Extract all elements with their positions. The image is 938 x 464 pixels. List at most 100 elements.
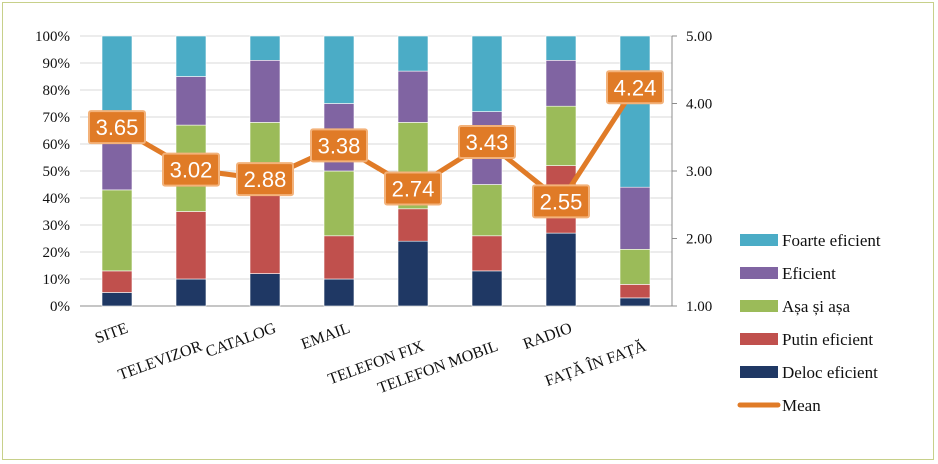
mean-label-box (310, 128, 368, 163)
mean-label-box (88, 110, 146, 145)
bar-segment (175, 278, 207, 307)
bar-segment (397, 208, 429, 242)
bar-segment (323, 170, 355, 237)
legend-label: Foarte eficient (782, 231, 881, 250)
bar-segment (619, 186, 651, 250)
left-tick-label: 30% (43, 218, 71, 234)
mean-label-text: 2.74 (392, 177, 435, 202)
bar-segment (175, 211, 207, 280)
mean-label: 4.24 (606, 70, 664, 105)
mean-label: 3.02 (162, 152, 220, 187)
left-tick-label: 40% (43, 191, 71, 207)
mean-label: 2.74 (384, 171, 442, 206)
left-tick-label: 10% (43, 272, 71, 288)
mean-label-text: 2.88 (244, 167, 287, 192)
mean-label-box (458, 124, 516, 159)
bar-segment (545, 232, 577, 307)
bar-segment (249, 273, 281, 307)
category-label: RADIO (521, 320, 574, 353)
mean-label-text: 2.55 (540, 189, 583, 214)
left-tick-label: 60% (43, 137, 71, 153)
bar-segment (397, 35, 429, 72)
bar-segment (397, 240, 429, 307)
legend-entry: Deloc eficient (740, 363, 878, 382)
legend-swatch (740, 267, 778, 279)
mean-label-text: 3.38 (318, 133, 361, 158)
bar-segment (249, 35, 281, 61)
mean-label-text: 3.02 (170, 158, 213, 183)
bar-segment (619, 284, 651, 299)
bar-segment (471, 270, 503, 307)
mean-label: 2.55 (532, 184, 590, 219)
mean-label-text: 3.43 (466, 130, 509, 155)
right-tick-label: 4.00 (686, 97, 712, 113)
legend-label: Mean (782, 396, 821, 415)
right-tick-label: 5.00 (686, 29, 712, 45)
category-label: CATALOG (204, 320, 279, 361)
right-tick-label: 2.00 (686, 232, 712, 248)
bar-segment (545, 35, 577, 61)
mean-labels: 3.65 3.02 2.88 3.38 2.74 3.43 2.55 4.24 (88, 70, 664, 219)
left-tick-label: 90% (43, 56, 71, 72)
legend-entry: Așa și așa (740, 297, 850, 316)
bar-segment (619, 35, 651, 188)
category-label: EMAIL (299, 320, 352, 353)
bar-segment (101, 292, 133, 307)
left-tick-label: 80% (43, 83, 71, 99)
right-tick-label: 3.00 (686, 164, 712, 180)
mean-label: 3.43 (458, 124, 516, 159)
legend-swatch (740, 234, 778, 246)
mean-label-box (384, 171, 442, 206)
bar-segment (249, 59, 281, 123)
mean-label-box (532, 184, 590, 219)
bar-segment (323, 235, 355, 280)
legend-swatch (740, 300, 778, 312)
bar-segment (545, 105, 577, 166)
left-tick-label: 100% (35, 29, 70, 45)
bar-segment (619, 297, 651, 307)
legend-entry: Foarte eficient (740, 231, 881, 250)
legend-label: Deloc eficient (782, 363, 878, 382)
category-label: TELEVIZOR (116, 338, 205, 384)
mean-label: 3.65 (88, 110, 146, 145)
mean-label-text: 4.24 (614, 75, 657, 100)
legend: Foarte eficient Eficient Așa și așa Putin e… (737, 231, 881, 415)
bar-segment (619, 249, 651, 285)
mean-label: 3.38 (310, 128, 368, 163)
left-axis-ticks: 0% 10% 20% 30% 40% 50% 60% 70% 80% 90% 100% (35, 29, 70, 315)
right-axis-ticks: 1.00 2.00 3.00 4.00 5.00 (672, 29, 712, 315)
bars (101, 35, 651, 307)
bar-segment (175, 35, 207, 77)
legend-swatch (740, 333, 778, 345)
bar-segment (471, 184, 503, 237)
bar-segment (545, 59, 577, 107)
left-tick-label: 20% (43, 245, 71, 261)
bar-segment (101, 35, 133, 115)
category-label: SITE (93, 320, 131, 348)
bar-segment (175, 76, 207, 126)
left-tick-label: 0% (50, 299, 70, 315)
legend-entry: Putin eficient (740, 330, 873, 349)
mean-label-box (236, 162, 294, 197)
bar-segment (397, 70, 429, 123)
legend-entry: Eficient (740, 264, 836, 283)
mean-label-box (606, 70, 664, 105)
legend-label: Eficient (782, 264, 836, 283)
mean-label-box (162, 152, 220, 187)
mean-label: 2.88 (236, 162, 294, 197)
bar-segment (471, 35, 503, 112)
legend-label: Putin eficient (782, 330, 873, 349)
legend-label: Așa și așa (782, 297, 850, 316)
bar-segment (249, 186, 281, 274)
bar-segment (101, 189, 133, 272)
bar-segment (471, 235, 503, 272)
mean-label-text: 3.65 (96, 115, 139, 140)
right-tick-label: 1.00 (686, 299, 712, 315)
left-tick-label: 50% (43, 164, 71, 180)
bar-segment (101, 270, 133, 293)
bar-segment (323, 278, 355, 307)
left-tick-label: 70% (43, 110, 71, 126)
